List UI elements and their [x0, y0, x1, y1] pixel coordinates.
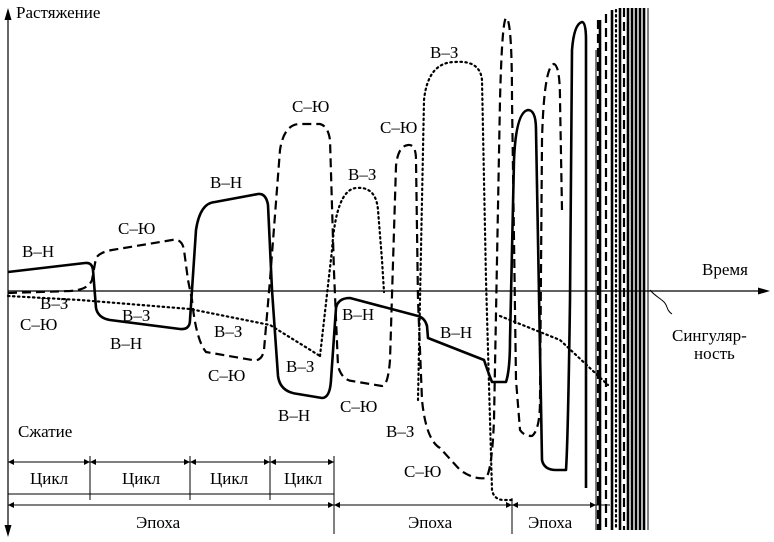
label-bz-5: В–З [348, 165, 376, 184]
label-bn-3: В–Н [210, 173, 242, 192]
label-bz-7: В–З [430, 43, 458, 62]
cycle-arrow-4 [328, 459, 334, 465]
dotted-bz-pulse-1 [318, 186, 386, 358]
y-axis-arrow-down [4, 525, 12, 537]
cycle-arrow-2b [190, 459, 196, 465]
epoch-brackets [8, 498, 610, 534]
cycle-label-3: Цикл [210, 469, 249, 488]
solid-bn-curve [7, 20, 588, 488]
epoch-arrow-2b [512, 502, 518, 508]
epoch-arrow-2a [506, 502, 512, 508]
y-axis-bottom-label: Сжатие [18, 422, 72, 441]
label-syu-3: С–Ю [208, 366, 245, 385]
singularity-dense-lines [595, 8, 649, 532]
label-syu-2: С–Ю [118, 219, 155, 238]
cycle-arrow-1b [90, 459, 96, 465]
epoch-arrow-0 [8, 502, 14, 508]
cycle-brackets [7, 456, 335, 500]
label-syu-5: С–Ю [340, 397, 377, 416]
y-axis-top-label: Растяжение [16, 3, 100, 22]
label-syu-7: С–Ю [404, 462, 441, 481]
epoch-arrow-1b [334, 502, 340, 508]
label-bz-1: В–З [40, 294, 68, 313]
cycle-arrow-3b [270, 459, 276, 465]
label-syu-4: С–Ю [292, 97, 329, 116]
dashed-syu-curve [7, 16, 564, 480]
singularity-label-line2: ность [694, 344, 735, 363]
label-syu-6: С–Ю [380, 118, 417, 137]
cycle-arrow-1a [84, 459, 90, 465]
dotted-bz-pulse-2 [416, 60, 514, 502]
epoch-arrow-3 [590, 502, 596, 508]
label-syu-1: С–Ю [20, 315, 57, 334]
cycle-label-2: Цикл [122, 469, 161, 488]
x-axis-label: Время [702, 260, 748, 279]
label-bn-2: В–Н [110, 334, 142, 353]
label-bn-6: В–Н [440, 323, 472, 342]
label-bz-6: В–З [386, 422, 414, 441]
dotted-bz-decay-2 [498, 314, 610, 387]
cycle-label-4: Цикл [284, 469, 323, 488]
epoch-arrow-1a [328, 502, 334, 508]
label-bz-2: В–З [122, 306, 150, 325]
cycle-arrow-3a [264, 459, 270, 465]
label-bn-4: В–Н [278, 406, 310, 425]
label-bz-4: В–З [286, 357, 314, 376]
y-axis-arrow-up [4, 8, 12, 20]
cycle-arrow-0 [8, 459, 14, 465]
epoch-label-3: Эпоха [528, 513, 573, 532]
label-bn-5: В–Н [342, 305, 374, 324]
cycle-arrow-2a [184, 459, 190, 465]
label-bz-3: В–З [214, 322, 242, 341]
singularity-pointer [649, 289, 673, 315]
epoch-label-1: Эпоха [136, 513, 181, 532]
cycle-label-1: Цикл [30, 469, 69, 488]
x-axis-arrow [758, 287, 770, 295]
epoch-label-2: Эпоха [408, 513, 453, 532]
label-bn-1: В–Н [22, 242, 54, 261]
singularity-label-line1: Сингуляр- [672, 326, 747, 345]
